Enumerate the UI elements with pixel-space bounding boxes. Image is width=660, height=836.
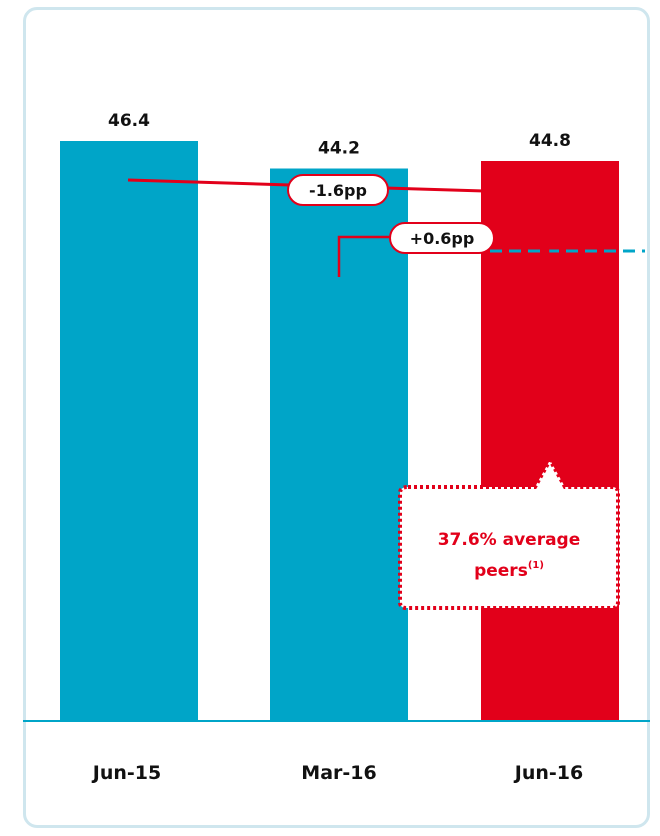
overall-change-label: -1.6pp	[309, 181, 367, 200]
overall-change-pill	[287, 174, 389, 206]
quarter-change-label: +0.6pp	[410, 229, 475, 248]
peers-footnote-marker: (1)	[528, 560, 544, 571]
quarter-change-pill	[389, 222, 495, 254]
value-label-jun-15: 46.4	[108, 111, 150, 131]
category-label-jun-16: Jun-16	[513, 762, 583, 784]
category-label-jun-15: Jun-15	[91, 762, 161, 784]
peers-callout-box	[398, 455, 620, 610]
peers-callout-line1: 37.6% average	[438, 530, 581, 550]
value-label-jun-16: 44.8	[529, 131, 571, 151]
value-label-mar-16: 44.2	[318, 139, 360, 159]
peers-callout-line2: peers(1)	[474, 560, 544, 581]
bar-jun-16	[481, 161, 619, 721]
bar-jun-15	[60, 141, 198, 721]
category-label-mar-16: Mar-16	[301, 762, 376, 784]
